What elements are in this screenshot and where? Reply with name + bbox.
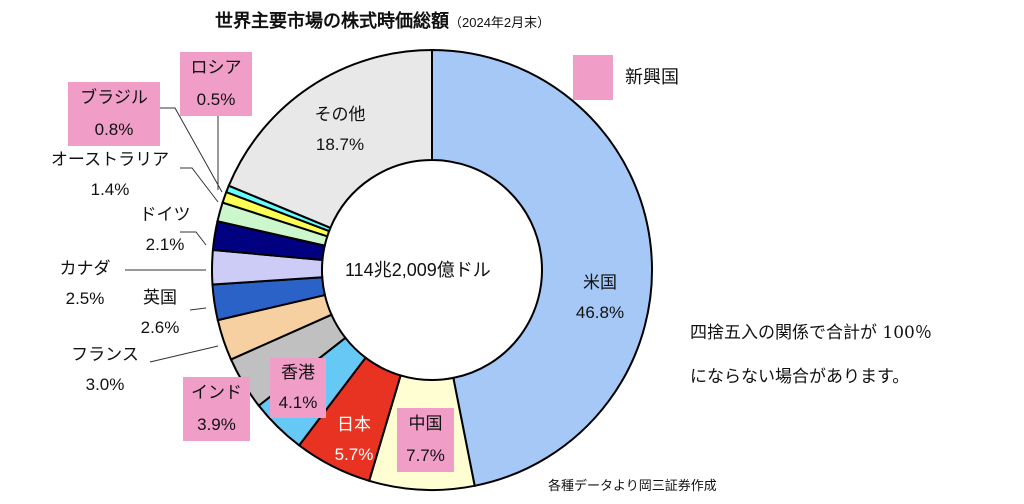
- source-text: 各種データより岡三証券作成: [548, 478, 717, 493]
- note-line-2: にならない場合があります。: [690, 367, 910, 387]
- label-china: 中国 7.7%: [397, 408, 454, 472]
- slice-12: [227, 48, 433, 230]
- center-label: 114兆2,009億ドル: [345, 260, 491, 280]
- legend-label: 新興国: [625, 67, 679, 87]
- leader-line-6: [149, 345, 219, 363]
- note-line-1: 四捨五入の関係で合計が 100％: [690, 323, 932, 343]
- leader-line-2: [180, 167, 219, 203]
- slice-0: [431, 48, 653, 487]
- label-canada: カナダ 2.5%: [59, 259, 111, 308]
- leader-line-3: [180, 231, 207, 246]
- label-us: 米国 46.8%: [575, 273, 625, 322]
- leader-line-5: [189, 307, 207, 311]
- label-hongkong: 香港 4.1%: [270, 358, 326, 418]
- label-brazil: ブラジル 0.8%: [68, 82, 160, 146]
- chart-title: 世界主要市場の株式時価総額（2024年2月末）: [215, 11, 551, 31]
- label-uk: 英国 2.6%: [140, 288, 180, 337]
- label-india: インド 3.9%: [183, 377, 250, 441]
- label-germany: ドイツ 2.1%: [139, 205, 191, 254]
- label-russia: ロシア 0.5%: [180, 52, 252, 116]
- label-others: その他 18.7%: [314, 105, 366, 154]
- label-japan: 日本 5.7%: [334, 415, 374, 464]
- label-france: フランス 3.0%: [71, 345, 139, 394]
- label-australia: オーストラリア 1.4%: [50, 150, 170, 199]
- legend-swatch: [573, 55, 613, 100]
- leader-line-1: [160, 107, 223, 193]
